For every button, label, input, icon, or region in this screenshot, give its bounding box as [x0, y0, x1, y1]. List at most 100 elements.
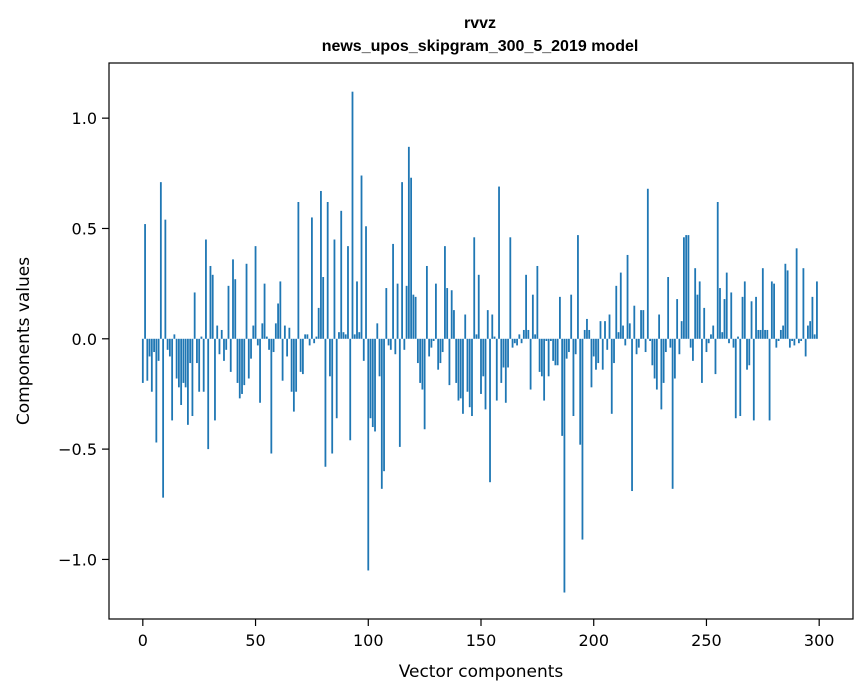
- x-tick-label-250: 250: [691, 631, 722, 650]
- bar-52: [259, 338, 261, 403]
- bar-94: [353, 334, 356, 339]
- bar-211: [617, 332, 620, 339]
- bar-68: [295, 338, 298, 392]
- bar-19: [184, 338, 187, 388]
- bar-22: [191, 338, 194, 417]
- bar-50: [254, 246, 257, 339]
- bar-117: [405, 285, 408, 339]
- bar-202: [597, 338, 600, 364]
- bar-106: [380, 338, 383, 489]
- bar-32: [214, 338, 216, 421]
- bar-253: [712, 325, 715, 339]
- bar-20: [187, 338, 189, 425]
- x-tick-label-0: 0: [138, 631, 148, 650]
- bar-168: [520, 338, 523, 344]
- bar-296: [809, 321, 812, 339]
- bar-207: [608, 314, 611, 339]
- bar-4: [150, 338, 153, 392]
- bar-51: [256, 338, 259, 346]
- bar-269: [748, 338, 751, 366]
- bar-232: [664, 338, 667, 353]
- bar-233: [667, 277, 670, 339]
- bar-127: [428, 338, 431, 357]
- bar-31: [211, 274, 214, 339]
- bar-27: [202, 338, 205, 392]
- x-axis-label: Vector components: [399, 662, 564, 682]
- bar-251: [707, 338, 710, 344]
- y-tick-label-2: 0.0: [72, 330, 97, 349]
- bar-89: [342, 332, 345, 339]
- bar-237: [676, 299, 679, 339]
- bar-185: [559, 296, 561, 339]
- bar-123: [419, 338, 422, 383]
- bar-255: [716, 202, 719, 339]
- bar-96: [358, 332, 361, 339]
- bar-136: [448, 338, 451, 386]
- bar-29: [207, 338, 210, 450]
- bar-135: [446, 288, 449, 339]
- bar-220: [637, 338, 640, 348]
- bar-158: [498, 186, 500, 339]
- bar-288: [791, 338, 794, 341]
- bar-56: [268, 338, 270, 350]
- bar-258: [723, 299, 726, 339]
- bar-200: [592, 338, 595, 357]
- bar-166: [516, 338, 518, 346]
- bar-209: [613, 338, 615, 364]
- bar-113: [396, 283, 399, 339]
- bar-39: [229, 338, 232, 372]
- bar-246: [696, 294, 699, 339]
- bar-151: [482, 338, 485, 377]
- bar-112: [394, 338, 397, 355]
- bar-62: [281, 338, 284, 381]
- bar-141: [459, 338, 462, 399]
- bar-262: [732, 338, 735, 348]
- bar-53: [261, 323, 264, 339]
- bar-193: [577, 235, 579, 339]
- bar-80: [322, 277, 325, 339]
- bar-159: [500, 338, 503, 383]
- bar-249: [703, 307, 706, 339]
- x-tick-label-200: 200: [578, 631, 609, 650]
- bar-177: [540, 338, 543, 377]
- bar-111: [392, 243, 394, 339]
- bar-172: [529, 338, 532, 390]
- bar-103: [374, 338, 376, 432]
- bar-226: [651, 338, 654, 366]
- bar-271: [752, 338, 755, 421]
- bar-102: [371, 338, 374, 428]
- bar-180: [547, 338, 550, 377]
- bar-150: [480, 338, 482, 394]
- bar-48: [250, 338, 252, 359]
- bar-194: [579, 338, 582, 445]
- bar-65: [288, 327, 291, 339]
- bar-115: [401, 182, 403, 339]
- bar-130: [435, 283, 437, 339]
- bar-125: [423, 338, 426, 430]
- bar-37: [225, 338, 228, 350]
- bar-273: [757, 329, 760, 339]
- bar-235: [671, 338, 674, 489]
- bar-187: [563, 338, 566, 593]
- bar-210: [615, 285, 618, 339]
- bar-165: [513, 338, 516, 344]
- bar-35: [220, 329, 223, 339]
- bar-86: [335, 338, 338, 419]
- bar-78: [317, 307, 320, 339]
- bar-146: [471, 338, 473, 417]
- bar-54: [263, 283, 266, 339]
- bar-234: [669, 338, 672, 348]
- bar-49: [252, 325, 255, 339]
- bar-45: [243, 338, 246, 386]
- bar-100: [367, 338, 370, 571]
- bar-238: [678, 338, 681, 355]
- bar-131: [437, 338, 440, 370]
- x-axis: 0 50 100 150 200 250 300: [138, 619, 834, 650]
- bar-298: [813, 334, 816, 339]
- bar-44: [241, 338, 243, 394]
- bar-260: [728, 338, 730, 344]
- bar-188: [565, 338, 568, 359]
- bar-186: [561, 338, 564, 436]
- bar-3: [148, 338, 151, 357]
- bar-289: [793, 338, 796, 346]
